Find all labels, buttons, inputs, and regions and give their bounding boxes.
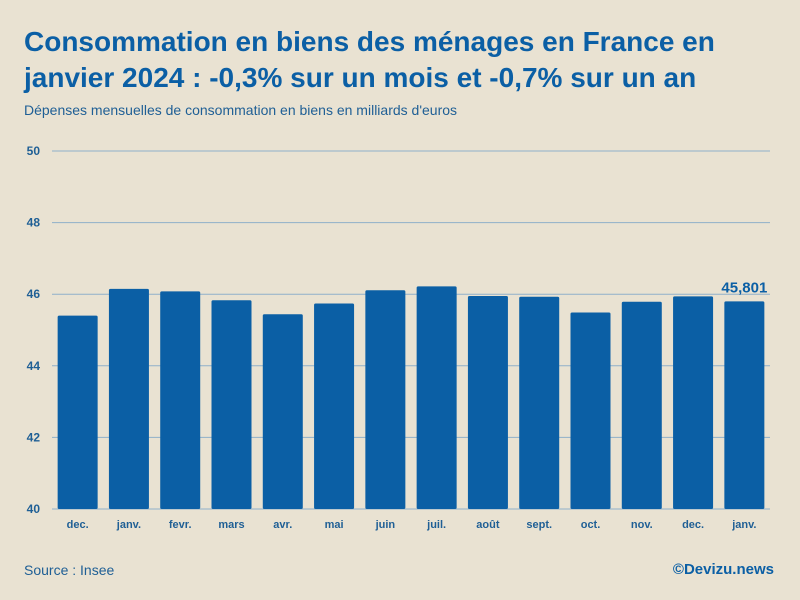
- bar-5: [314, 303, 355, 509]
- bar-8: [467, 295, 508, 509]
- bar-10: [570, 312, 611, 509]
- bar-0: [57, 315, 98, 509]
- y-tick-label: 42: [27, 430, 41, 444]
- x-tick-label: janv.: [116, 519, 141, 531]
- y-tick-label: 46: [27, 287, 41, 301]
- x-tick-label: nov.: [631, 519, 653, 531]
- x-tick-label: juil.: [426, 519, 446, 531]
- x-tick-label: dec.: [682, 519, 704, 531]
- x-tick-label: dec.: [67, 519, 89, 531]
- y-tick-label: 44: [27, 359, 41, 373]
- bar-2: [160, 291, 201, 509]
- y-tick-label: 40: [27, 502, 41, 516]
- x-tick-label: août: [476, 519, 500, 531]
- chart-title: Consommation en biens des ménages en Fra…: [24, 26, 715, 93]
- bar-11: [621, 301, 662, 509]
- bar-7: [416, 286, 457, 509]
- y-tick-label: 50: [27, 144, 41, 158]
- bar-4: [262, 314, 303, 509]
- x-tick-label: sept.: [526, 519, 552, 531]
- brand-credit: ©Devizu.news: [672, 561, 774, 578]
- chart-subtitle: Dépenses mensuelles de consommation en b…: [24, 102, 458, 118]
- y-axis-ticks: 40 42 44 46 48 50: [27, 144, 41, 516]
- x-tick-label: mai: [325, 519, 344, 531]
- x-tick-label: oct.: [581, 519, 601, 531]
- x-tick-label: juin: [375, 519, 396, 531]
- data-label-last: 45,801: [721, 279, 767, 296]
- x-tick-label: avr.: [273, 519, 292, 531]
- data-labels: 45,801: [721, 279, 767, 296]
- y-tick-label: 48: [27, 216, 41, 230]
- x-axis-ticks: dec. janv. fevr. mars avr. mai juin juil. août se…: [67, 519, 757, 531]
- bar-1: [108, 288, 149, 509]
- source-note: Source : Insee: [24, 562, 115, 578]
- bars: [57, 286, 765, 509]
- bar-9: [519, 296, 560, 509]
- x-tick-label: fevr.: [169, 519, 192, 531]
- bar-13: [724, 301, 765, 509]
- x-tick-label: mars: [218, 519, 244, 531]
- bar-6: [365, 290, 406, 509]
- gridlines: [52, 150, 770, 510]
- bar-12: [673, 296, 714, 509]
- bar-3: [211, 300, 252, 509]
- x-tick-label: janv.: [731, 519, 756, 531]
